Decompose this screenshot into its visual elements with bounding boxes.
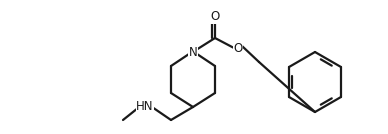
Text: HN: HN (136, 100, 154, 113)
Text: O: O (233, 42, 242, 55)
Text: N: N (189, 46, 197, 59)
Text: O: O (210, 10, 220, 23)
